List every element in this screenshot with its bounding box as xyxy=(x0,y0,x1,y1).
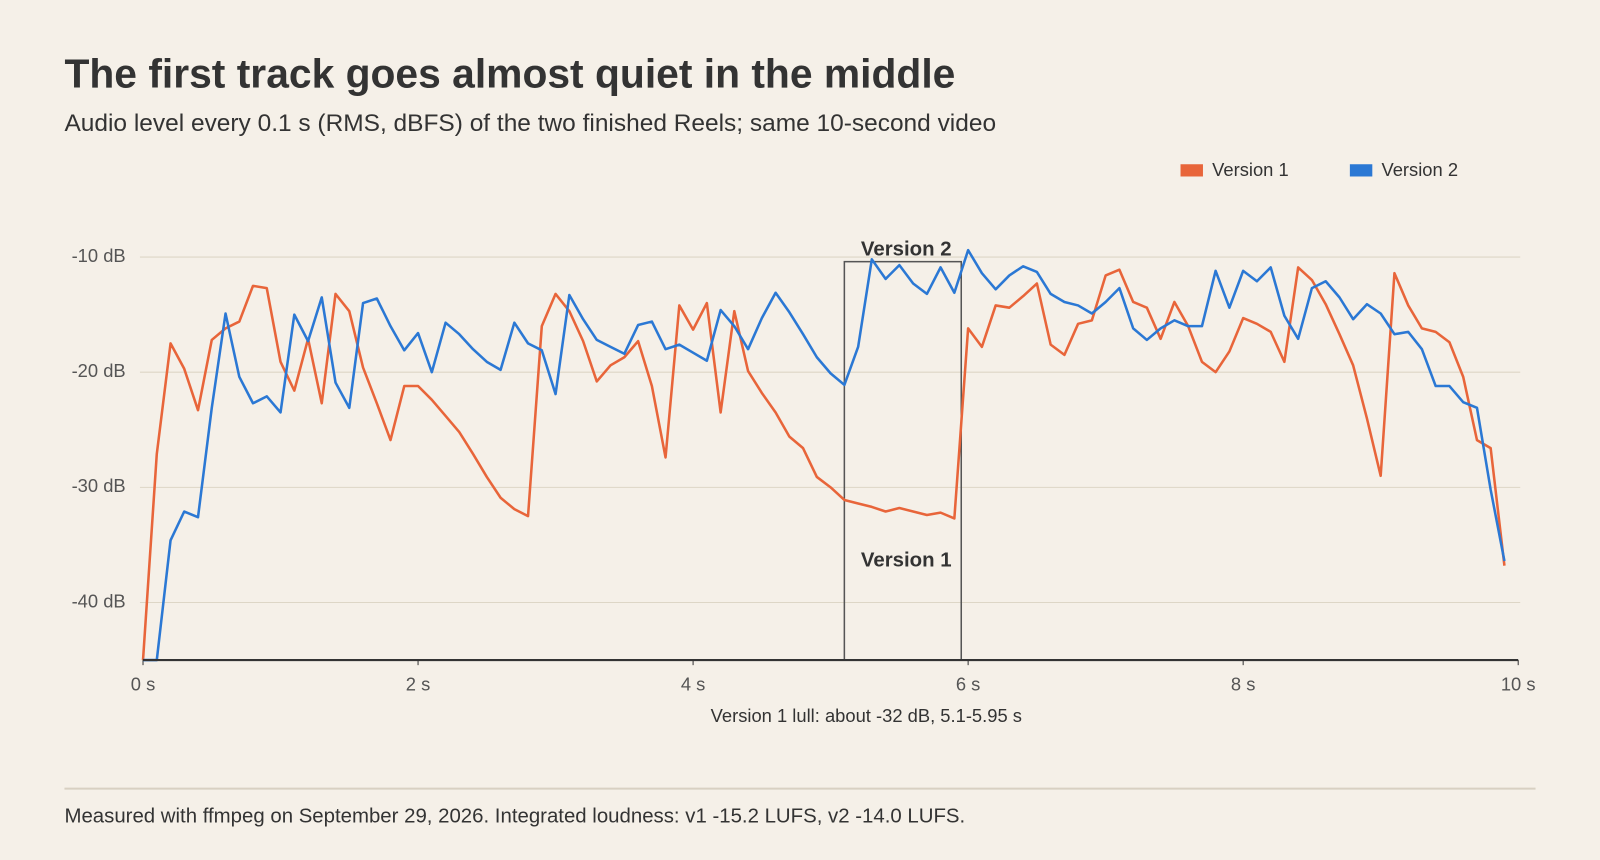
series-line xyxy=(141,266,1506,661)
x-axis-label: Version 1 lull: about -32 dB, 5.1-5.95 s xyxy=(711,705,1022,726)
series-line xyxy=(143,248,1506,662)
annotation: Version 2 xyxy=(861,239,952,261)
footer-note: Measured with ffmpeg on September 29, 20… xyxy=(64,806,965,828)
x-tick-label: 8 s xyxy=(1231,673,1256,694)
x-tick-label: 6 s xyxy=(956,673,980,694)
y-tick-label: -40 dB xyxy=(72,590,126,611)
legend-label: Version 2 xyxy=(1381,159,1458,180)
x-tick-label: 2 s xyxy=(406,673,431,694)
x-tick-label: 10 s xyxy=(1501,673,1536,694)
annotation: Version 1 xyxy=(861,549,952,571)
y-tick-label: -30 dB xyxy=(72,475,126,496)
legend-swatch xyxy=(1180,164,1203,177)
chart-title: The first track goes almost quiet in the… xyxy=(64,50,955,96)
y-tick-label: -20 dB xyxy=(72,360,126,381)
legend-label: Version 1 xyxy=(1212,159,1289,180)
x-tick-label: 0 s xyxy=(131,673,156,694)
y-tick-label: -10 dB xyxy=(72,245,126,266)
legend-swatch xyxy=(1349,164,1373,177)
chart-subtitle: Audio level every 0.1 s (RMS, dBFS) of t… xyxy=(64,110,996,137)
x-tick-label: 4 s xyxy=(681,673,705,694)
